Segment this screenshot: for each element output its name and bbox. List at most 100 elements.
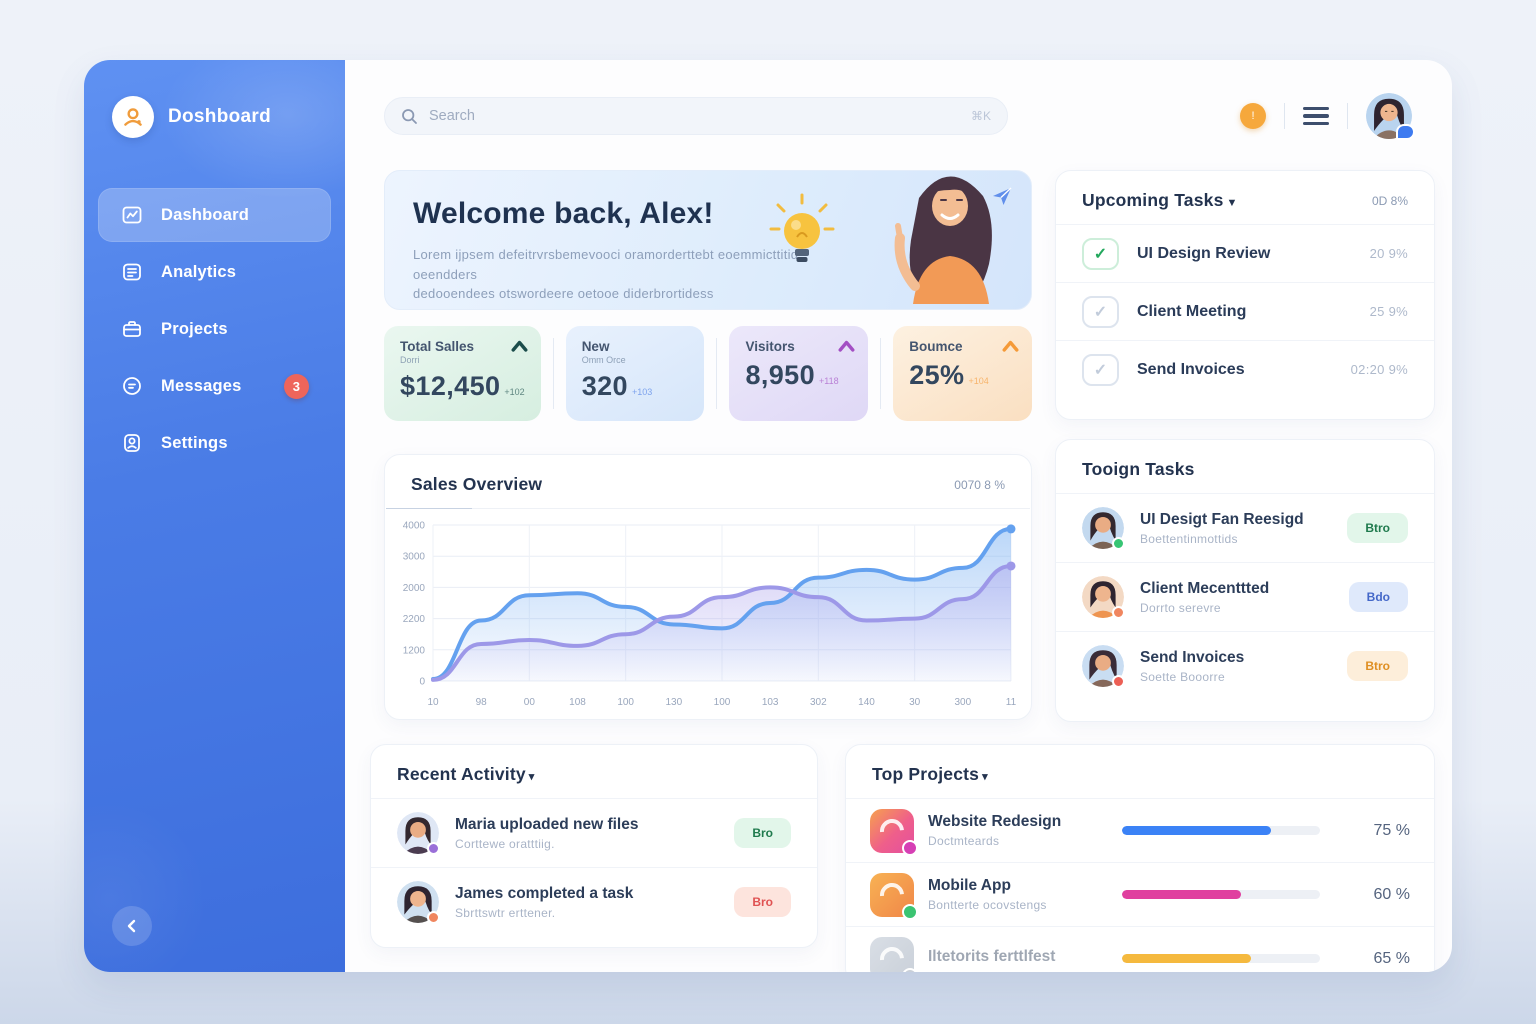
chevron-down-icon[interactable]: ▾ (528, 771, 535, 783)
svg-text:140: 140 (858, 697, 875, 708)
task-row[interactable]: ✓ UI Design Review 20 9% (1056, 224, 1434, 282)
svg-text:98: 98 (476, 697, 488, 708)
messages-icon (120, 374, 144, 398)
dashboard-icon (120, 203, 144, 227)
welcome-title: Welcome back, Alex! (413, 197, 714, 230)
project-icon-badge (902, 903, 918, 920)
svg-text:108: 108 (569, 697, 586, 708)
svg-text:2000: 2000 (403, 583, 426, 594)
task-row[interactable]: ✓ Client Meeting 25 9% (1056, 282, 1434, 340)
stats-row: Total Salles Dorri $12,450 +102 New Omm O… (384, 326, 1032, 421)
project-row[interactable]: Iltetorits ferttlfest 65 % (846, 926, 1434, 972)
project-icon (870, 872, 918, 920)
stat-delta: +102 (504, 387, 525, 397)
welcome-person-illustration (871, 171, 1021, 309)
task-label: UI Design Review (1137, 244, 1271, 262)
svg-text:100: 100 (714, 697, 731, 708)
welcome-text-line1: Lorem ijpsem defeitrvrsbemevooci oramord… (413, 247, 799, 282)
sales-overview-meta[interactable]: 0070 8 % (954, 477, 1005, 492)
analytics-icon (120, 260, 144, 284)
divider (1347, 103, 1348, 129)
project-title: Website Redesign (928, 813, 1062, 830)
status-badge: Btro (1347, 513, 1408, 543)
search-input[interactable] (429, 108, 960, 124)
activity-title: James completed a task (455, 884, 634, 902)
progress-percent: 65 % (1373, 949, 1410, 967)
project-row[interactable]: Website Redesign Doctmteards 75 % (846, 798, 1434, 862)
activity-row[interactable]: James completed a task Sbrttswtr erttene… (371, 867, 817, 936)
stat-card-new-orders[interactable]: New Omm Orce 320 +103 (565, 326, 705, 421)
member-avatar (1082, 645, 1125, 688)
activity-avatar (397, 881, 440, 924)
chevron-down-icon[interactable]: ▼ (1226, 197, 1238, 209)
search-icon (402, 108, 417, 124)
team-task-title: Send Invoices (1140, 648, 1245, 666)
sidebar-collapse-button[interactable] (112, 906, 152, 946)
project-row[interactable]: Mobile App Bontterte ocovstengs 60 % (846, 862, 1434, 926)
project-title: Mobile App (928, 877, 1011, 894)
svg-text:103: 103 (762, 697, 779, 708)
status-badge: Bro (734, 818, 791, 848)
team-task-row[interactable]: Client Mecenttted Dorrto serevre Bdo (1056, 562, 1434, 631)
progress-percent: 60 % (1373, 885, 1410, 903)
task-row[interactable]: ✓ Send Invoices 02:20 9% (1056, 340, 1434, 398)
welcome-text-line2: dedooendees otswordeere oetooe diderbror… (413, 286, 714, 301)
chevron-left-icon (127, 919, 136, 933)
activity-row[interactable]: Maria uploaded new files Corttewe orattt… (371, 798, 817, 867)
task-checkbox[interactable]: ✓ (1082, 353, 1119, 386)
sidebar-item-messages[interactable]: Messages 3 (98, 359, 331, 413)
team-task-row[interactable]: UI Desigt Fan Reesigd Boettentinmottids … (1056, 493, 1434, 562)
recent-activity-card: Recent Activity ▾ Maria uploaded new file… (370, 744, 818, 948)
user-avatar[interactable] (1366, 93, 1415, 140)
svg-text:10: 10 (427, 697, 439, 708)
stat-card-bounce[interactable]: Boumce 25% +104 (893, 326, 1032, 421)
task-label: Client Meeting (1137, 302, 1247, 320)
stat-value: 320 (581, 371, 628, 401)
team-task-row[interactable]: Send Invoices Soette Booorre Btro (1056, 631, 1434, 700)
sidebar-item-analytics[interactable]: Analytics (98, 245, 331, 299)
activity-avatar (397, 812, 440, 855)
stat-sublabel: Omm Orce (581, 355, 626, 365)
recent-activity-title: Recent Activity (397, 764, 526, 784)
progress-bar (1122, 826, 1320, 835)
svg-text:1200: 1200 (403, 645, 426, 656)
sidebar-item-label: Analytics (161, 262, 237, 281)
sales-overview-title: Sales Overview (411, 474, 543, 494)
stat-card-total-sales[interactable]: Total Salles Dorri $12,450 +102 (384, 326, 541, 421)
notification-icon[interactable]: ! (1240, 103, 1266, 129)
task-time: 25 9% (1369, 304, 1408, 319)
sidebar-item-dashboard[interactable]: Dashboard (98, 188, 331, 242)
task-checkbox[interactable]: ✓ (1082, 295, 1119, 328)
divider (552, 338, 554, 409)
sales-area-chart: 4000 3000 2000 2200 1200 010 98 00 108 100 130 100 1… (403, 521, 1017, 709)
search-bar[interactable]: ⌘K (384, 97, 1008, 135)
send-icon (991, 185, 1013, 212)
divider (1284, 103, 1285, 129)
team-task-subtitle: Soette Booorre (1140, 669, 1225, 684)
logo: Doshboard (112, 96, 345, 138)
menu-icon[interactable] (1303, 107, 1329, 125)
svg-text:00: 00 (524, 697, 536, 708)
member-avatar (1082, 576, 1125, 619)
task-label: Send Invoices (1137, 360, 1245, 378)
stat-card-visitors[interactable]: Visitors 8,950 +118 (729, 326, 869, 421)
sidebar-item-settings[interactable]: Settings (98, 416, 331, 470)
task-checkbox[interactable]: ✓ (1082, 237, 1119, 270)
sidebar-item-projects[interactable]: Projects (98, 302, 331, 356)
status-badge: Btro (1347, 651, 1408, 681)
top-projects-card: Top Projects ▾ Website Redesign Doctmtear… (845, 744, 1435, 972)
svg-text:130: 130 (665, 697, 682, 708)
chevron-down-icon[interactable]: ▾ (982, 771, 988, 783)
team-task-title: Client Mecenttted (1140, 579, 1270, 597)
svg-text:11: 11 (1006, 697, 1017, 708)
status-badge: Bro (734, 887, 791, 917)
team-task-title: UI Desigt Fan Reesigd (1140, 510, 1304, 528)
sidebar-nav: Dashboard Analytics Projects (84, 188, 345, 470)
status-dot (1112, 675, 1125, 688)
svg-text:4000: 4000 (403, 521, 426, 532)
divider (880, 338, 882, 409)
progress-fill (1122, 954, 1251, 963)
stat-label: Boumce (909, 339, 963, 354)
progress-fill (1122, 826, 1271, 835)
stat-sublabel: Dorri (400, 355, 420, 365)
